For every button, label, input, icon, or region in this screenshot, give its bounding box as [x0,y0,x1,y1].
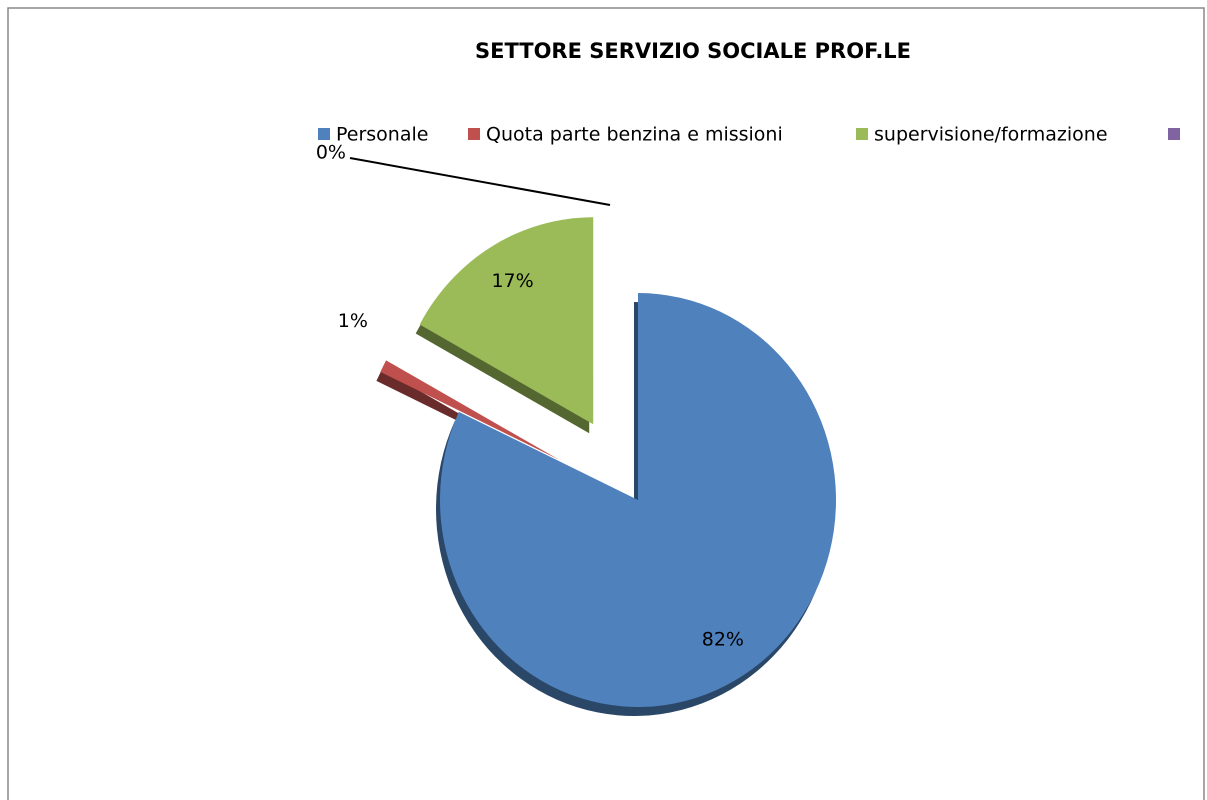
legend-label: Quota parte benzina e missioni [486,124,783,146]
legend-swatch [468,128,480,140]
data-label: 82% [702,628,744,650]
data-label: 17% [491,270,533,292]
pie-slice [419,217,594,425]
data-label: 0% [316,142,346,164]
legend-swatch [856,128,868,140]
chart-title: SETTORE SERVIZIO SOCIALE PROF.LE [475,39,911,63]
pie-slice [439,293,836,708]
legend-label: Personale [336,124,428,146]
legend-label: supervisione/formazione [874,124,1108,146]
leader-line [349,157,611,206]
legend-swatch [1168,128,1180,140]
data-label: 1% [338,310,368,332]
pie-slice [380,360,560,461]
legend-swatch [318,128,330,140]
